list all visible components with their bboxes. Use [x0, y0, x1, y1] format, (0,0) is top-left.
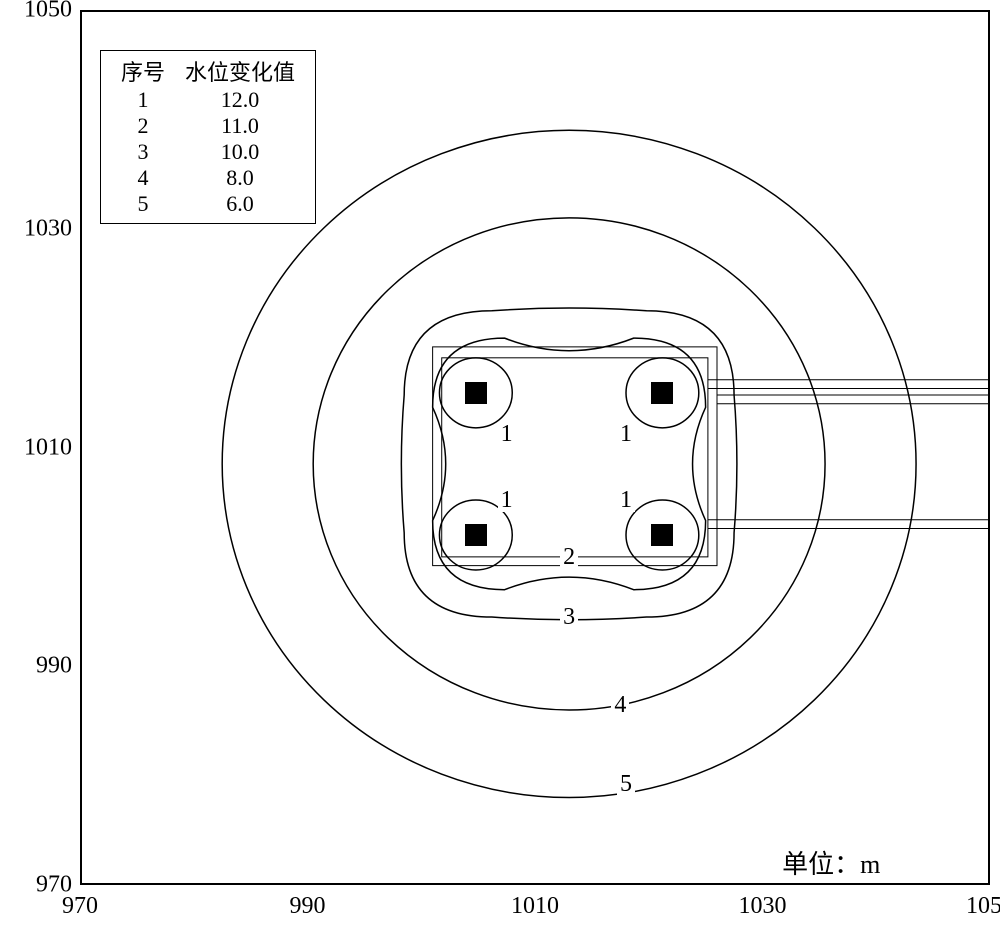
y-tick-label: 990: [0, 653, 72, 680]
x-tick-label: 1010: [511, 893, 559, 920]
contour-label: 1: [498, 488, 516, 512]
contour-label: 2: [560, 545, 578, 569]
legend-cell-id: 3: [111, 139, 175, 165]
legend-row: 310.0: [111, 139, 305, 165]
well-marker: [465, 524, 487, 546]
legend-box: 序号 水位变化值 112.0211.0310.048.056.0: [100, 50, 316, 224]
contour-label: 1: [498, 422, 516, 446]
legend-cell-value: 12.0: [175, 87, 305, 113]
y-tick-label: 970: [0, 872, 72, 899]
legend-cell-id: 1: [111, 87, 175, 113]
contour-label: 3: [560, 605, 578, 629]
y-tick-label: 1010: [0, 434, 72, 461]
x-tick-label: 1050: [966, 893, 1000, 920]
x-tick-label: 1030: [739, 893, 787, 920]
y-tick-label: 1050: [0, 0, 72, 24]
y-tick-label: 1030: [0, 215, 72, 242]
contour-line: [222, 130, 916, 797]
contour-label: 4: [611, 693, 629, 717]
well-marker: [651, 524, 673, 546]
legend-row: 112.0: [111, 87, 305, 113]
legend-row: 211.0: [111, 113, 305, 139]
contour-label: 1: [617, 422, 635, 446]
unit-label: 单位：m: [782, 844, 880, 881]
legend-cell-id: 2: [111, 113, 175, 139]
legend-cell-value: 6.0: [175, 191, 305, 217]
legend-cell-id: 5: [111, 191, 175, 217]
legend-header-id: 序号: [111, 55, 175, 87]
legend-cell-id: 4: [111, 165, 175, 191]
well-marker: [651, 382, 673, 404]
contour-chart: 序号 水位变化值 112.0211.0310.048.056.0 单位：m 97…: [0, 0, 1000, 947]
x-tick-label: 990: [290, 893, 326, 920]
well-marker: [465, 382, 487, 404]
legend-cell-value: 10.0: [175, 139, 305, 165]
legend-row: 56.0: [111, 191, 305, 217]
contour-line: [313, 218, 825, 710]
contour-label: 5: [617, 772, 635, 796]
legend-row: 48.0: [111, 165, 305, 191]
legend-table: 序号 水位变化值 112.0211.0310.048.056.0: [111, 55, 305, 217]
legend-cell-value: 8.0: [175, 165, 305, 191]
legend-header-value: 水位变化值: [175, 55, 305, 87]
contour-label: 1: [617, 488, 635, 512]
legend-cell-value: 11.0: [175, 113, 305, 139]
